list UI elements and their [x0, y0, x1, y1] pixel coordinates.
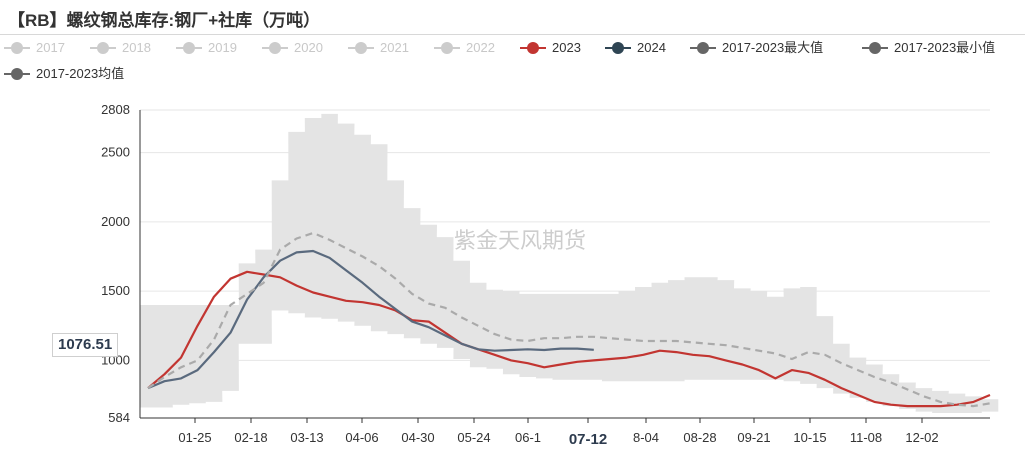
x-tick-label: 03-13: [290, 430, 323, 445]
legend-item-2021[interactable]: 2021: [348, 40, 409, 56]
legend-item-2018[interactable]: 2018: [90, 40, 151, 56]
legend-marker-icon: [4, 67, 30, 81]
series-line-2024: [147, 249, 594, 390]
title-divider: [0, 34, 1025, 35]
y-tick-label: 2500: [101, 145, 130, 160]
legend-label: 2017: [36, 40, 65, 55]
legend-label: 2024: [637, 40, 666, 55]
legend-label: 2020: [294, 40, 323, 55]
legend-marker-icon: [690, 41, 716, 55]
y-tick-label: 2000: [101, 214, 130, 229]
x-tick-label: 01-25: [178, 430, 211, 445]
legend-marker-icon: [348, 41, 374, 55]
x-tick-label: 12-02: [905, 430, 938, 445]
legend-item-2022[interactable]: 2022: [434, 40, 495, 56]
legend-item-2019[interactable]: 2019: [176, 40, 237, 56]
x-tick-label: 07-12: [569, 431, 607, 448]
series-line-2023: [147, 270, 991, 408]
legend-marker-icon: [862, 41, 888, 55]
legend-marker-icon: [176, 41, 202, 55]
x-tick-label: 05-24: [457, 430, 490, 445]
legend-label: 2019: [208, 40, 237, 55]
x-tick-label: 8-04: [633, 430, 659, 445]
legend-label: 2021: [380, 40, 409, 55]
min-max-band: [139, 113, 999, 414]
series-lines: [147, 231, 991, 408]
y-tick-label: 584: [108, 410, 130, 425]
legend-label: 2022: [466, 40, 495, 55]
legend-item-2017-2023最小值[interactable]: 2017-2023最小值: [862, 40, 995, 56]
legend-item-2017-2023均值[interactable]: 2017-2023均值: [4, 66, 124, 82]
legend-marker-icon: [262, 41, 288, 55]
legend-marker-icon: [520, 41, 546, 55]
legend-label: 2017-2023最大值: [722, 40, 824, 55]
legend-label: 2023: [552, 40, 581, 55]
x-tick-label: 08-28: [683, 430, 716, 445]
y-tick-label: 2808: [101, 102, 130, 117]
watermark-text: 紫金天风期货: [454, 228, 586, 253]
legend-item-2024[interactable]: 2024: [605, 40, 666, 56]
x-tick-label: 09-21: [737, 430, 770, 445]
legend-label: 2018: [122, 40, 151, 55]
series-line-2017-2023均值: [147, 231, 991, 408]
legend-item-2023[interactable]: 2023: [520, 40, 581, 56]
current-value-tag: 1076.51: [52, 333, 119, 357]
max-min-band-area: [139, 113, 999, 414]
legend-item-2017-2023最大值[interactable]: 2017-2023最大值: [690, 40, 823, 56]
legend-label: 2017-2023均值: [36, 66, 125, 81]
y-tick-label: 1500: [101, 283, 130, 298]
chart-title: 【RB】螺纹钢总库存:钢厂+社库（万吨）: [8, 11, 321, 30]
x-axis: 01-25 02-18 03-13 04-06 04-30 05-24 06-1 07-12 8…: [140, 417, 990, 448]
legend-marker-icon: [4, 41, 30, 55]
legend-label: 2017-2023最小值: [894, 40, 996, 55]
x-tick-label: 04-06: [345, 430, 378, 445]
x-tick-label: 04-30: [401, 430, 434, 445]
legend-item-2020[interactable]: 2020: [262, 40, 323, 56]
x-tick-label: 02-18: [234, 430, 267, 445]
legend-marker-icon: [90, 41, 116, 55]
x-tick-label: 11-08: [850, 430, 882, 445]
x-tick-label: 10-15: [793, 430, 826, 445]
legend-marker-icon: [605, 41, 631, 55]
legend-item-2017[interactable]: 2017: [4, 40, 65, 56]
x-tick-label: 06-1: [515, 430, 541, 445]
legend-marker-icon: [434, 41, 460, 55]
